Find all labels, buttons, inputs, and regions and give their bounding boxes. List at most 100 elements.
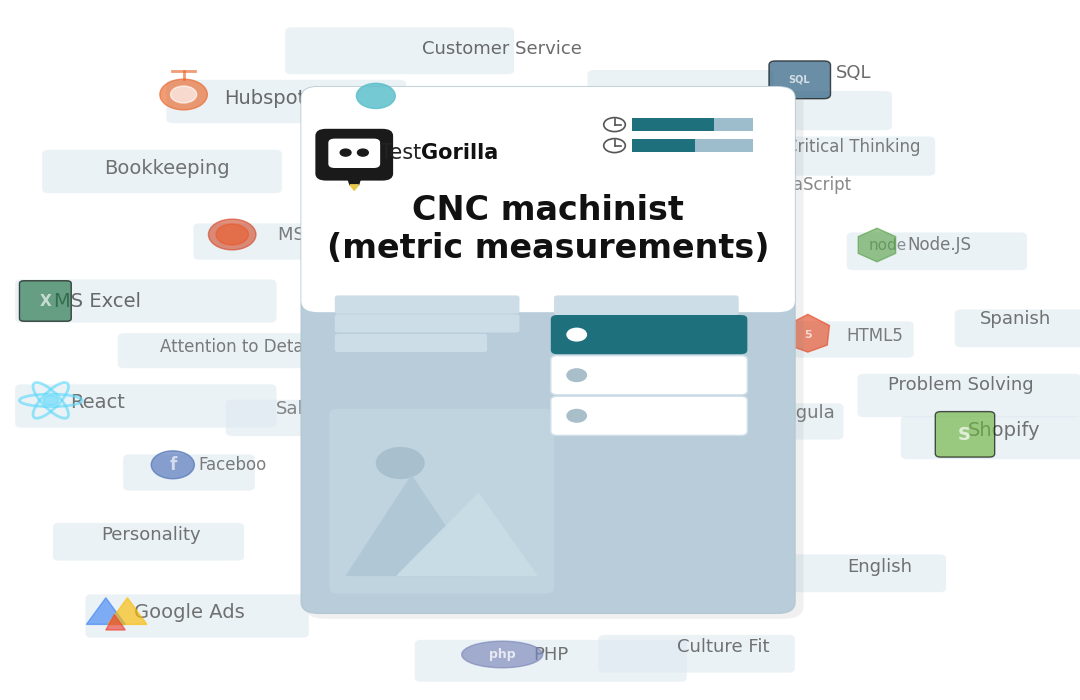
Text: ord: ord [683,530,711,548]
Circle shape [151,451,194,479]
Text: Problem Solving: Problem Solving [889,376,1034,394]
FancyBboxPatch shape [769,61,831,99]
Bar [632,139,753,152]
Circle shape [377,447,424,478]
FancyBboxPatch shape [15,384,276,428]
Circle shape [567,410,586,422]
FancyBboxPatch shape [728,91,892,130]
FancyBboxPatch shape [901,416,1080,459]
Text: Shopify: Shopify [968,421,1041,440]
Circle shape [340,149,351,156]
FancyBboxPatch shape [955,309,1080,347]
FancyBboxPatch shape [554,295,739,315]
Text: Customer Service: Customer Service [422,40,582,58]
Text: Attention to Deta: Attention to Deta [161,337,303,356]
Text: Node.JS: Node.JS [907,236,972,254]
FancyBboxPatch shape [335,295,519,314]
Circle shape [171,86,197,103]
Polygon shape [347,476,478,575]
Text: SQL: SQL [788,75,810,85]
FancyBboxPatch shape [85,594,309,638]
Circle shape [216,224,248,245]
FancyBboxPatch shape [335,334,487,352]
Bar [319,273,778,301]
FancyBboxPatch shape [19,281,71,321]
Bar [632,118,753,131]
FancyBboxPatch shape [588,70,773,109]
Polygon shape [397,494,537,575]
Text: Gorilla: Gorilla [421,143,499,162]
FancyBboxPatch shape [447,242,590,277]
Text: React: React [70,393,124,412]
FancyBboxPatch shape [739,136,935,176]
Text: php: php [489,648,515,661]
Text: CNC machinist: CNC machinist [413,193,684,227]
Text: Faceboo: Faceboo [198,456,267,475]
Text: PHP: PHP [534,645,568,664]
Circle shape [567,328,586,341]
FancyBboxPatch shape [598,635,795,673]
Text: f: f [170,456,176,474]
FancyBboxPatch shape [118,333,325,368]
FancyBboxPatch shape [847,232,1027,270]
Text: 5: 5 [804,330,812,340]
FancyBboxPatch shape [193,223,314,260]
Text: Culture Fit: Culture Fit [677,638,770,657]
Polygon shape [108,598,147,624]
Polygon shape [86,598,125,624]
FancyBboxPatch shape [551,356,747,395]
Polygon shape [348,178,361,185]
Text: Test: Test [380,143,421,162]
FancyBboxPatch shape [335,314,519,332]
Text: JavaScript: JavaScript [769,176,851,195]
Circle shape [356,83,395,108]
FancyBboxPatch shape [15,279,276,323]
FancyBboxPatch shape [329,409,554,594]
Text: Hubspot: Hubspot [224,88,306,108]
Polygon shape [859,228,895,262]
FancyBboxPatch shape [328,139,380,168]
FancyBboxPatch shape [793,321,914,358]
Text: A: A [755,406,764,419]
Text: X: X [40,293,51,309]
FancyBboxPatch shape [415,640,687,682]
Circle shape [208,219,256,250]
FancyBboxPatch shape [315,129,393,181]
FancyBboxPatch shape [166,80,406,123]
FancyBboxPatch shape [226,400,330,436]
Text: MS P: MS P [279,225,322,244]
Polygon shape [786,314,829,352]
Text: English: English [848,558,913,576]
FancyBboxPatch shape [593,529,725,564]
Text: S: S [958,426,971,444]
Polygon shape [350,185,359,190]
Bar [632,139,694,152]
Text: Sales: Sales [276,400,324,419]
Polygon shape [735,389,783,430]
FancyBboxPatch shape [858,374,1080,417]
Text: Angula: Angula [773,404,836,422]
FancyBboxPatch shape [285,27,514,74]
Text: Personality: Personality [102,526,201,545]
FancyBboxPatch shape [551,315,747,354]
FancyBboxPatch shape [301,87,795,613]
FancyBboxPatch shape [782,554,946,592]
Text: MS Excel: MS Excel [54,291,140,311]
FancyBboxPatch shape [551,396,747,435]
FancyBboxPatch shape [53,523,244,561]
Polygon shape [106,615,125,630]
Text: node: node [868,237,907,253]
Circle shape [567,369,586,382]
FancyBboxPatch shape [123,454,255,491]
Text: Google Ads: Google Ads [134,603,244,622]
Bar [632,118,714,131]
Ellipse shape [462,641,543,668]
Text: (metric measurements): (metric measurements) [327,232,769,265]
Circle shape [357,149,368,156]
Circle shape [43,395,58,405]
FancyBboxPatch shape [42,150,282,193]
Text: Bookkeeping: Bookkeeping [105,158,230,178]
FancyBboxPatch shape [301,87,795,312]
Circle shape [160,79,207,110]
Text: Critical Thinking: Critical Thinking [786,138,920,156]
